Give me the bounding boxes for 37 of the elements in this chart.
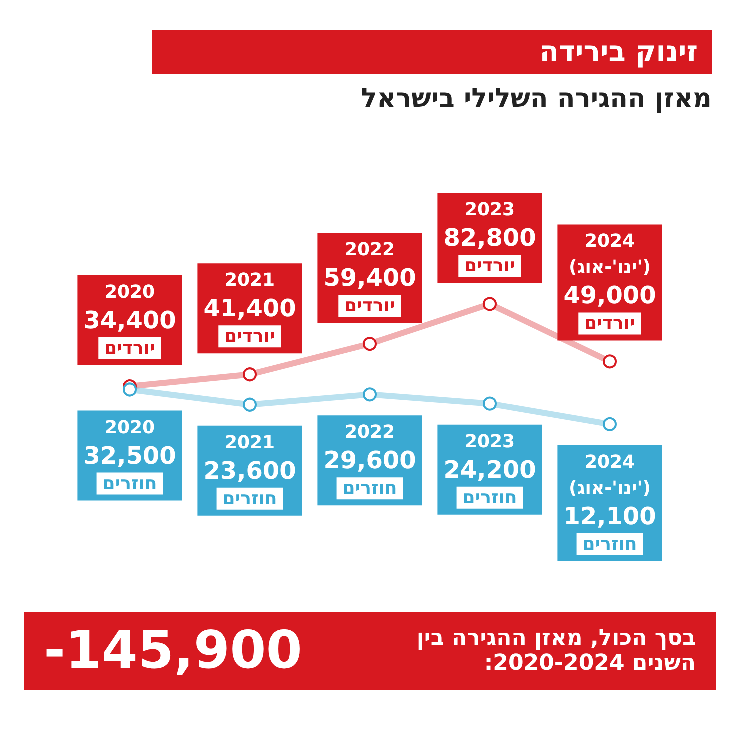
text: חוזרים: [342, 478, 398, 500]
chart-subtitle: מאזן ההגירה השלילי בישראל: [361, 84, 712, 114]
point: [243, 368, 257, 382]
category-label: 2023: [464, 200, 516, 221]
text: יורדים: [224, 326, 276, 348]
data-label: 49,000: [564, 282, 656, 310]
text: יורדים: [104, 338, 156, 360]
point: [483, 396, 497, 411]
text: חוזרים: [222, 488, 278, 510]
point: [243, 398, 257, 412]
data-label: 59,400: [324, 264, 416, 292]
data-label: 41,400: [204, 294, 296, 323]
text: חוזרים: [102, 473, 158, 494]
data-label: 34,400: [84, 306, 176, 335]
data-label: 32,500: [84, 442, 176, 470]
data-label: 12,100: [564, 502, 656, 530]
data-label: 29,600: [324, 446, 416, 475]
text: -145,900: [44, 621, 302, 681]
point: [123, 382, 137, 397]
chart-title: זינוק בירידה: [152, 30, 712, 74]
text: חוזרים: [462, 487, 518, 508]
category-label: 2021: [224, 432, 276, 454]
category-label: 2020: [104, 417, 156, 438]
point: [363, 388, 377, 402]
series-label: יורדים: [584, 313, 636, 334]
text: חוזרים: [582, 534, 638, 555]
point: [603, 354, 617, 369]
text: יורדים: [344, 296, 396, 317]
data-label: 82,800: [444, 224, 536, 252]
point: [483, 297, 497, 312]
point: [363, 337, 377, 352]
text: יורדים: [464, 256, 516, 277]
point: [603, 417, 617, 432]
text: בסך הכול, מאזן ההגירה בין השנים 2020-2024:: [416, 626, 696, 676]
data-label: 23,600: [204, 456, 296, 485]
category-label: 2022: [344, 422, 396, 444]
data-label: 24,200: [444, 456, 536, 484]
